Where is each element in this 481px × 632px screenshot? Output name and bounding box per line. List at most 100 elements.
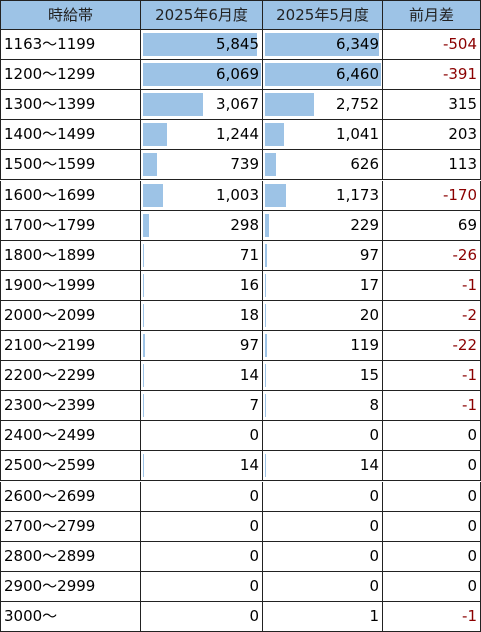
data-bar — [265, 123, 284, 147]
value-cell: 8 — [263, 391, 383, 422]
value-cell: 1,173 — [263, 180, 383, 211]
range-cell: 1163～1199 — [0, 30, 141, 61]
value-cell: 203 — [383, 120, 481, 151]
data-bar — [265, 63, 381, 87]
value-cell: 0 — [141, 571, 263, 602]
range-cell: 1800～1899 — [0, 240, 141, 271]
value-cell: 0 — [141, 481, 263, 512]
value-cell: 0 — [263, 421, 383, 452]
value-cell: 97 — [263, 240, 383, 271]
data-bar — [143, 123, 168, 147]
value-cell: 97 — [141, 331, 263, 362]
data-bar — [143, 334, 145, 358]
data-bar — [143, 213, 149, 237]
data-bar — [265, 243, 267, 267]
value-cell: -1 — [383, 601, 481, 632]
value-cell: 0 — [263, 511, 383, 542]
cell-text: -1 — [462, 275, 477, 294]
value-cell: 18 — [141, 300, 263, 331]
data-bar — [265, 153, 277, 177]
range-cell: 2200～2299 — [0, 361, 141, 392]
cell-text: 2600～2699 — [4, 486, 96, 505]
cell-text: 0 — [369, 486, 379, 505]
cell-text: 2,752 — [336, 95, 379, 114]
data-bar — [265, 213, 270, 237]
cell-text: 739 — [230, 155, 259, 174]
range-cell: 2900～2999 — [0, 571, 141, 602]
data-bar — [143, 93, 203, 117]
cell-text: 2700～2799 — [4, 516, 96, 535]
value-cell: 0 — [383, 541, 481, 572]
value-cell: 3,067 — [141, 90, 263, 121]
value-cell: 6,069 — [141, 60, 263, 91]
cell-text: 2400～2499 — [4, 426, 96, 445]
cell-text: 0 — [249, 576, 259, 595]
value-cell: -170 — [383, 180, 481, 211]
cell-text: 6,349 — [336, 35, 379, 53]
value-cell: 0 — [141, 541, 263, 572]
cell-text: -1 — [462, 396, 477, 415]
cell-text: 0 — [467, 516, 477, 535]
cell-text: 0 — [467, 546, 477, 565]
range-cell: 2100～2199 — [0, 331, 141, 362]
value-cell: 0 — [141, 421, 263, 452]
value-cell: 0 — [263, 541, 383, 572]
cell-text: 5,845 — [216, 35, 259, 53]
range-cell: 3000～ — [0, 601, 141, 632]
cell-text: 626 — [350, 155, 379, 174]
data-bar — [143, 183, 163, 207]
value-cell: 14 — [263, 451, 383, 482]
data-bar — [143, 33, 257, 57]
value-cell: 0 — [383, 451, 481, 482]
value-cell: -504 — [383, 30, 481, 61]
cell-text: 0 — [369, 516, 379, 535]
cell-text: 2800～2899 — [4, 546, 96, 565]
cell-text: 15 — [359, 366, 379, 385]
cell-text: 119 — [350, 336, 379, 354]
cell-text: -26 — [452, 245, 478, 264]
cell-text: 1600～1699 — [4, 185, 96, 204]
range-cell: 2600～2699 — [0, 481, 141, 512]
cell-text: 0 — [249, 606, 259, 625]
cell-text: -22 — [452, 336, 478, 354]
value-cell: 1,041 — [263, 120, 383, 151]
value-cell: 16 — [141, 270, 263, 301]
cell-text: 1 — [369, 606, 379, 625]
cell-text: 3,067 — [216, 95, 259, 114]
range-cell: 1600～1699 — [0, 180, 141, 211]
cell-text: 0 — [249, 546, 259, 565]
range-cell: 1300～1399 — [0, 90, 141, 121]
cell-text: 0 — [467, 486, 477, 505]
cell-text: 0 — [249, 426, 259, 445]
cell-text: 298 — [230, 215, 259, 234]
range-cell: 1700～1799 — [0, 210, 141, 241]
value-cell: 17 — [263, 270, 383, 301]
cell-text: 2200～2299 — [4, 366, 96, 385]
cell-text: 113 — [448, 155, 477, 174]
range-cell: 1500～1599 — [0, 150, 141, 181]
cell-text: 1900～1999 — [4, 275, 96, 294]
cell-text: 0 — [369, 426, 379, 445]
cell-text: 6,460 — [336, 65, 379, 84]
value-cell: 119 — [263, 331, 383, 362]
value-cell: -391 — [383, 60, 481, 91]
data-bar — [265, 334, 268, 358]
value-cell: 0 — [383, 511, 481, 542]
value-cell: -1 — [383, 270, 481, 301]
cell-text: -170 — [442, 185, 477, 204]
value-cell: -26 — [383, 240, 481, 271]
value-cell: -1 — [383, 391, 481, 422]
range-cell: 2300～2399 — [0, 391, 141, 422]
header-cell: 時給帯 — [0, 0, 141, 30]
value-cell: 14 — [141, 451, 263, 482]
value-cell: 14 — [141, 361, 263, 392]
range-cell: 1400～1499 — [0, 120, 141, 151]
data-bar — [265, 183, 287, 207]
value-cell: 0 — [263, 481, 383, 512]
value-cell: 2,752 — [263, 90, 383, 121]
data-bar — [143, 63, 261, 87]
range-cell: 2000～2099 — [0, 300, 141, 331]
value-cell: -22 — [383, 331, 481, 362]
range-cell: 2800～2899 — [0, 541, 141, 572]
cell-text: -391 — [442, 65, 477, 84]
